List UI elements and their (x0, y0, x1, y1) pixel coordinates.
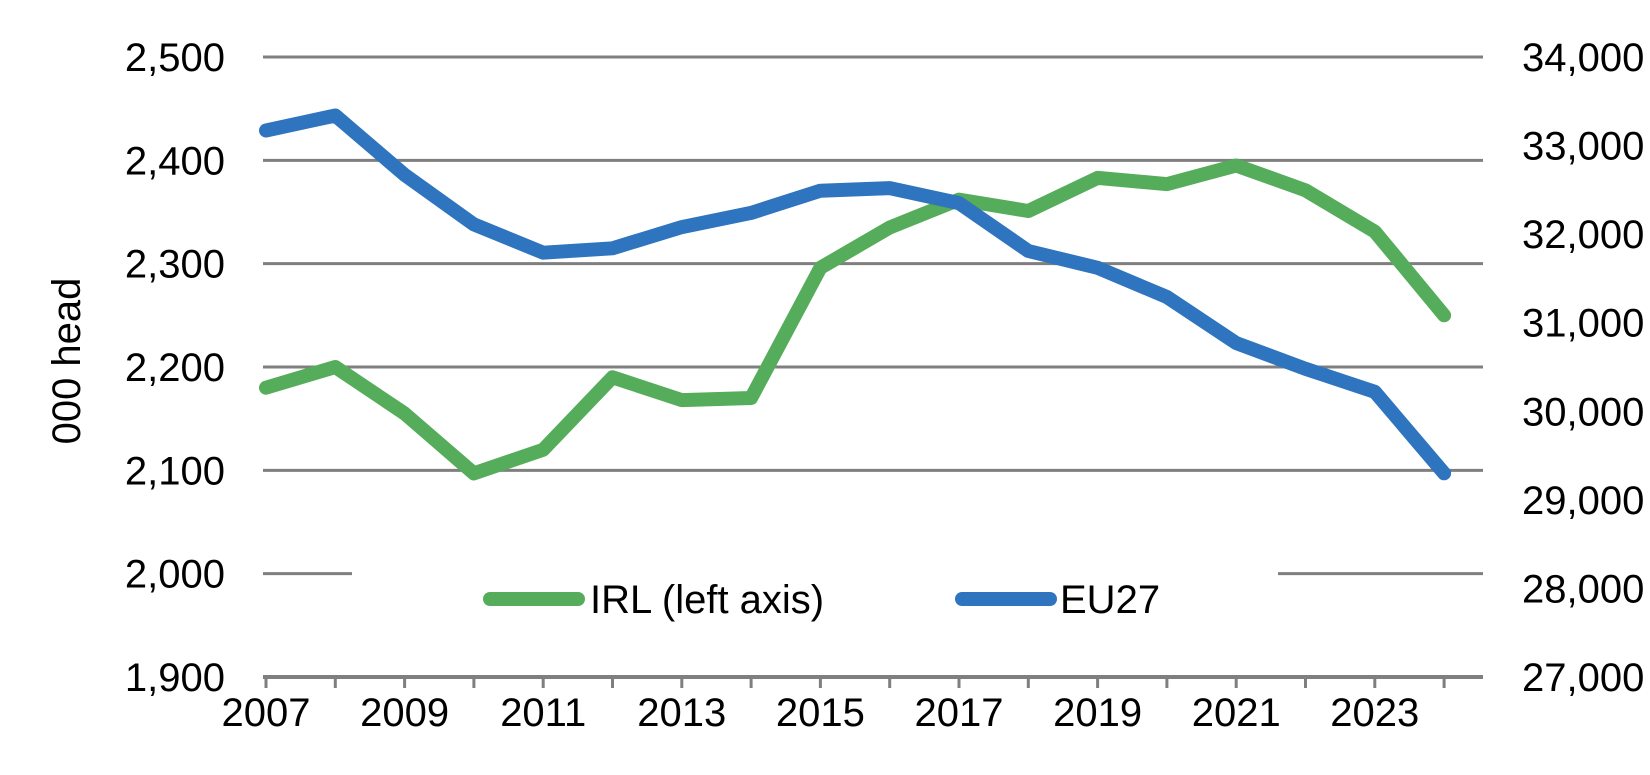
series-line-irl (259, 158, 1452, 481)
left-axis-tick-label: 2,100 (125, 449, 225, 493)
right-axis-tick-label: 32,000 (1522, 213, 1644, 257)
x-axis-tick-label: 2009 (360, 691, 449, 735)
series-line-eu27 (259, 108, 1452, 481)
right-axis-tick-label: 34,000 (1522, 36, 1644, 80)
x-axis-tick-label: 2023 (1330, 691, 1419, 735)
left-axis-tick-label: 2,200 (125, 346, 225, 390)
x-axis-tick-label: 2021 (1192, 691, 1281, 735)
x-axis-tick-label: 2013 (637, 691, 726, 735)
left-axis-tick-label: 2,400 (125, 139, 225, 183)
right-axis-tick-label: 31,000 (1522, 302, 1644, 346)
left-axis-tick-label: 1,900 (125, 656, 225, 700)
right-axis-tick-label: 30,000 (1522, 390, 1644, 434)
x-axis-tick-label: 2019 (1053, 691, 1142, 735)
left-axis-tick-label: 2,300 (125, 243, 225, 287)
left-axis-tick-label: 2,500 (125, 36, 225, 80)
left-axis-title: 000 head (45, 278, 89, 445)
x-axis-tick-label: 2017 (915, 691, 1004, 735)
right-axis-tick-label: 33,000 (1522, 125, 1644, 169)
legend-label-eu27: EU27 (1060, 578, 1160, 622)
x-axis-tick-label: 2007 (222, 691, 311, 735)
x-axis-tick-label: 2011 (500, 691, 586, 735)
legend-label-irl: IRL (left axis) (590, 578, 824, 622)
right-axis-tick-label: 27,000 (1522, 656, 1644, 700)
x-axis-tick-label: 2015 (776, 691, 865, 735)
right-axis-tick-label: 28,000 (1522, 567, 1644, 611)
left-axis-tick-label: 2,000 (125, 553, 225, 597)
right-axis-tick-label: 29,000 (1522, 479, 1644, 523)
